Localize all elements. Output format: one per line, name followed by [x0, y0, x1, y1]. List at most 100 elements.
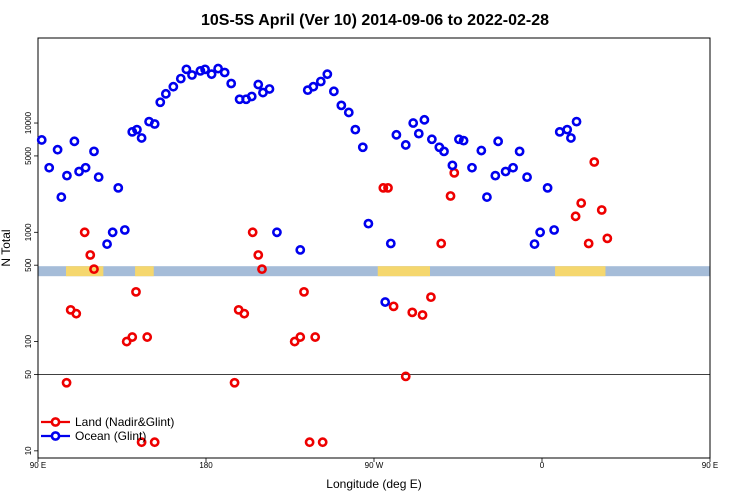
data-point	[175, 73, 186, 84]
data-point	[378, 182, 389, 193]
legend-marker	[50, 431, 61, 441]
land-band-0	[66, 266, 104, 277]
x-tick-label: 90 E	[702, 461, 718, 470]
data-point	[500, 166, 511, 177]
data-point	[52, 144, 63, 155]
data-point	[69, 136, 80, 147]
land-band-1	[135, 266, 154, 277]
data-point	[304, 437, 315, 448]
land-ocean-band	[38, 266, 710, 277]
data-point	[155, 97, 166, 108]
data-point	[168, 81, 179, 92]
y-axis-label: N Total	[0, 229, 13, 266]
x-tick-label: 90 W	[365, 461, 384, 470]
data-point	[56, 192, 67, 202]
y-tick-label: 10	[24, 446, 33, 455]
y-tick-label: 100	[24, 334, 33, 348]
plot-frame	[37, 37, 711, 459]
data-point	[490, 170, 501, 181]
y-tick-label: 5000	[24, 146, 33, 164]
data-point	[566, 133, 576, 143]
data-point	[343, 107, 354, 118]
data-point	[149, 437, 160, 448]
data-point	[529, 239, 540, 249]
data-point	[299, 286, 309, 297]
data-point	[149, 119, 160, 129]
data-point	[436, 238, 447, 249]
data-point	[253, 79, 264, 90]
land-band-3	[555, 266, 606, 277]
data-point	[445, 191, 456, 201]
data-point	[247, 227, 258, 238]
data-point	[391, 129, 402, 140]
y-axis: 10 50 100 500 1000 5000 10000	[24, 111, 38, 455]
x-tick-label: 180	[199, 461, 213, 470]
data-point	[71, 308, 82, 319]
data-point	[102, 239, 112, 249]
data-point	[264, 84, 275, 94]
data-point	[239, 308, 250, 319]
series-ocean	[36, 63, 582, 307]
data-point	[400, 371, 411, 382]
data-point	[195, 65, 206, 76]
data-point	[467, 162, 477, 173]
data-point	[107, 227, 118, 238]
data-point	[493, 136, 504, 147]
data-point	[89, 146, 99, 157]
data-point	[295, 245, 306, 255]
data-point	[328, 86, 339, 97]
data-point	[36, 135, 47, 145]
data-point	[419, 114, 430, 125]
data-point	[62, 170, 72, 181]
data-point	[514, 146, 525, 157]
data-point	[388, 301, 399, 312]
data-point	[206, 69, 217, 80]
data-point	[127, 332, 138, 342]
data-point	[454, 134, 464, 145]
legend-label: Land (Nadir&Glint)	[75, 415, 174, 429]
data-point	[571, 116, 582, 127]
x-axis: 90 E 180 90 W 0 90 E	[30, 458, 718, 470]
data-point	[200, 64, 210, 75]
x-axis-label: Longitude (deg E)	[326, 477, 421, 491]
data-point	[253, 250, 264, 260]
x-tick-label: 90 E	[30, 461, 46, 470]
data-point	[219, 67, 230, 78]
y-tick-label: 50	[24, 369, 33, 378]
data-point	[589, 157, 600, 167]
data-point	[132, 124, 142, 135]
data-point	[160, 88, 171, 99]
data-point	[61, 377, 72, 388]
data-point	[142, 332, 153, 342]
data-point	[542, 182, 553, 193]
data-point	[476, 145, 487, 156]
data-point	[315, 76, 326, 87]
ocean-band	[38, 266, 710, 277]
data-point	[80, 162, 91, 173]
data-point	[583, 238, 594, 249]
data-point	[136, 437, 147, 448]
data-point	[322, 69, 333, 80]
data-point	[426, 134, 437, 145]
data-point	[350, 124, 361, 135]
data-point	[554, 126, 565, 137]
data-point	[482, 192, 492, 202]
data-point	[447, 160, 458, 171]
data-point	[257, 264, 267, 275]
data-point	[426, 292, 436, 303]
data-point	[363, 218, 374, 229]
data-point	[121, 336, 132, 347]
data-point	[310, 332, 321, 342]
data-point	[602, 233, 613, 244]
data-point	[44, 162, 55, 173]
data-point	[226, 78, 237, 89]
data-point	[408, 118, 419, 128]
data-point	[576, 198, 587, 209]
data-point	[272, 227, 282, 238]
data-point	[439, 146, 449, 157]
data-point	[535, 227, 546, 238]
legend-marker	[50, 417, 61, 427]
x-tick-label: 0	[540, 461, 545, 470]
data-point	[246, 91, 257, 102]
legend: Land (Nadir&Glint)Ocean (Glint)	[41, 415, 174, 443]
